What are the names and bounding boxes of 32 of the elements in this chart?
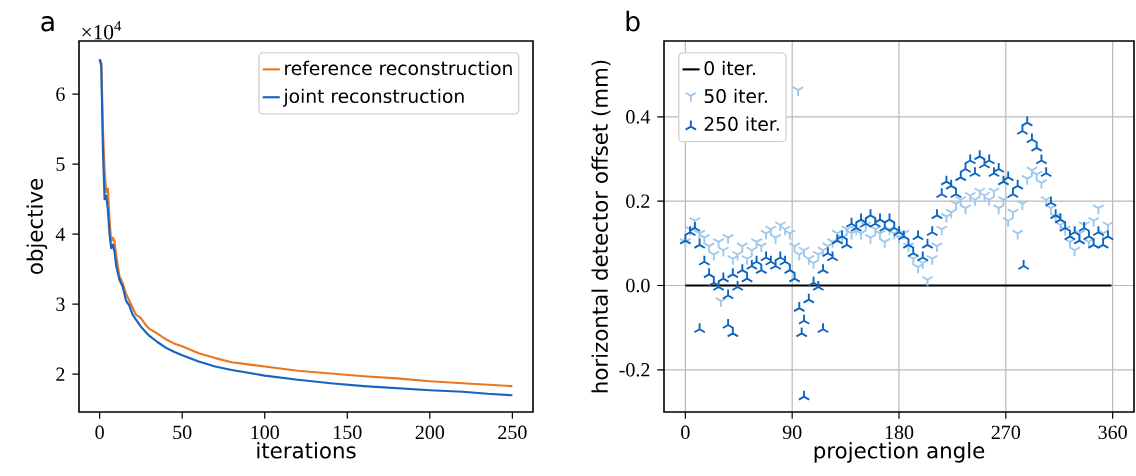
y-tick-label: 4: [55, 227, 66, 241]
y-tick-label: 5: [56, 157, 65, 171]
y-tick-label: 0.4: [626, 110, 651, 124]
chart-title: b: [626, 10, 640, 32]
y-tick-label: 2: [56, 367, 65, 381]
x-tick-label: 0: [681, 425, 690, 440]
x-tick-label: 0: [95, 425, 104, 440]
x-tick-label: 250: [498, 425, 527, 440]
x-tick-label: 150: [334, 425, 362, 440]
x-axis-title: projection angle: [814, 442, 985, 463]
text: ×10$^{4}$: [82, 21, 122, 40]
legend-label: joint reconstruction: [283, 88, 464, 107]
x-tick-label: 180: [885, 425, 914, 440]
y-tick-label: 3: [56, 297, 65, 311]
chart-title: a: [41, 16, 54, 32]
y-tick-label: 0.0: [626, 278, 650, 293]
legend-label: 50 iter.: [704, 88, 767, 104]
x-axis-title: iterations: [257, 442, 356, 459]
y-axis-title: objective: [26, 178, 48, 275]
y-tick-label: 6: [56, 87, 65, 101]
y-tick-label: -0.2: [619, 363, 650, 377]
y-tick-label: 0.2: [626, 194, 650, 209]
legend-label: 250 iter.: [704, 116, 779, 131]
legend-label: 0 iter.: [704, 60, 755, 76]
x-tick-label: 90: [782, 425, 802, 440]
x-tick-label: 200: [415, 425, 445, 440]
x-tick-label: 50: [173, 425, 192, 440]
x-tick-label: 100: [251, 425, 279, 440]
y-axis-title: horizontal detector offset (mm): [591, 60, 611, 393]
x-tick-label: 360: [1098, 425, 1127, 440]
legend-label: reference reconstruction: [285, 60, 512, 76]
x-tick-label: 270: [991, 425, 1021, 440]
